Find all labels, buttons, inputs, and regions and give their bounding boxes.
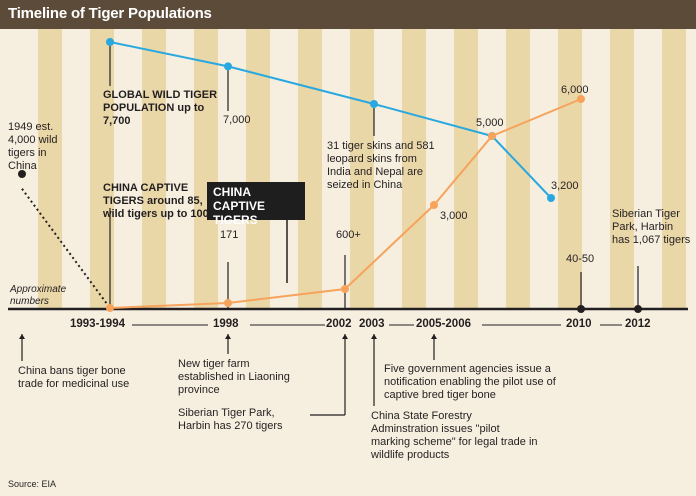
captive-point <box>224 299 232 307</box>
background-stripe <box>298 29 322 310</box>
wild-start-label: GLOBAL WILD TIGER POPULATION up to 7,700 <box>103 89 218 127</box>
wild-2003-label: 31 tiger skins and 581 leopard skins fro… <box>327 140 435 191</box>
approx-numbers-label: Approximate numbers <box>10 284 67 307</box>
timeline-dot <box>634 305 642 313</box>
background-stripe <box>350 29 374 310</box>
timeline-dot <box>577 305 585 313</box>
background-stripe <box>402 29 426 310</box>
event-1993: China bans tiger bone trade for medicina… <box>18 365 130 390</box>
captive-callout: CHINA CAPTIVE TIGERS <box>207 182 305 227</box>
captive-2002-label: 600+ <box>336 229 361 241</box>
background-stripe <box>506 29 530 310</box>
wild-end-label: 3,200 <box>551 180 579 192</box>
park-2012-label: Siberian Tiger Park, Harbin has 1,067 ti… <box>612 208 691 246</box>
wild-population-point <box>370 100 378 108</box>
background-stripe <box>38 29 62 310</box>
year-label: 2003 <box>359 318 385 330</box>
captive-line <box>109 98 582 309</box>
background-stripe <box>194 29 218 310</box>
year-label: 1993-1994 <box>70 318 125 330</box>
wild-population-point <box>106 38 114 46</box>
year-label: 2012 <box>625 318 651 330</box>
captive-start-label: CHINA CAPTIVE TIGERS around 85, wild tig… <box>103 182 209 220</box>
background-stripe <box>142 29 166 310</box>
meet-2007-label: 5,000 <box>476 117 504 129</box>
event-arrow-1993-head <box>19 334 25 339</box>
event-arrow-2005-head <box>431 334 437 339</box>
event-arrow-2003-head <box>371 334 377 339</box>
event-2005: Five government agencies issue a notific… <box>384 363 556 401</box>
wild-population-point <box>224 62 232 71</box>
event-arrow-1998-head <box>225 334 231 339</box>
background-stripe <box>454 29 478 310</box>
year-label: 2010 <box>566 318 592 330</box>
wild-1998-label: 7,000 <box>223 114 251 126</box>
wild-china-1949-point <box>18 170 26 178</box>
year-label: 2002 <box>326 318 352 330</box>
captive-1998-label: 171 <box>220 229 239 241</box>
event-1998: New tiger farm established in Liaoning p… <box>178 358 290 396</box>
wild-china-1949-label: 1949 est. 4,000 wild tigers in China <box>8 121 63 173</box>
chart-title: Timeline of Tiger Populations <box>8 5 212 22</box>
captive-2005-label: 3,000 <box>440 210 468 222</box>
background-stripe <box>558 29 582 310</box>
event-2003: China State Forestry Adminstration issue… <box>371 410 538 461</box>
captive-point <box>430 201 438 209</box>
callout-text: CHINA CAPTIVE TIGERS <box>213 185 266 227</box>
year-label: 1998 <box>213 318 239 330</box>
wild-china-2010-label: 40-50 <box>566 253 595 265</box>
captive-point <box>488 132 496 140</box>
captive-point <box>341 285 349 293</box>
background-stripe <box>610 29 634 310</box>
background-stripe <box>662 29 686 310</box>
year-label: 2005-2006 <box>416 318 471 330</box>
captive-point <box>577 95 585 103</box>
source-note: Source: EIA <box>8 479 57 489</box>
event-arrow-2002-head <box>342 334 348 339</box>
event-2002: Siberian Tiger Park, Harbin has 270 tige… <box>178 407 283 432</box>
captive-2010-label: 6,000 <box>561 84 589 96</box>
captive-point <box>106 304 114 312</box>
wild-china-1949-text: 1949 est. 4,000 wild tigers in China <box>8 121 58 172</box>
wild-population-point <box>547 194 555 202</box>
title-bar: Timeline of Tiger Populations <box>0 0 696 29</box>
